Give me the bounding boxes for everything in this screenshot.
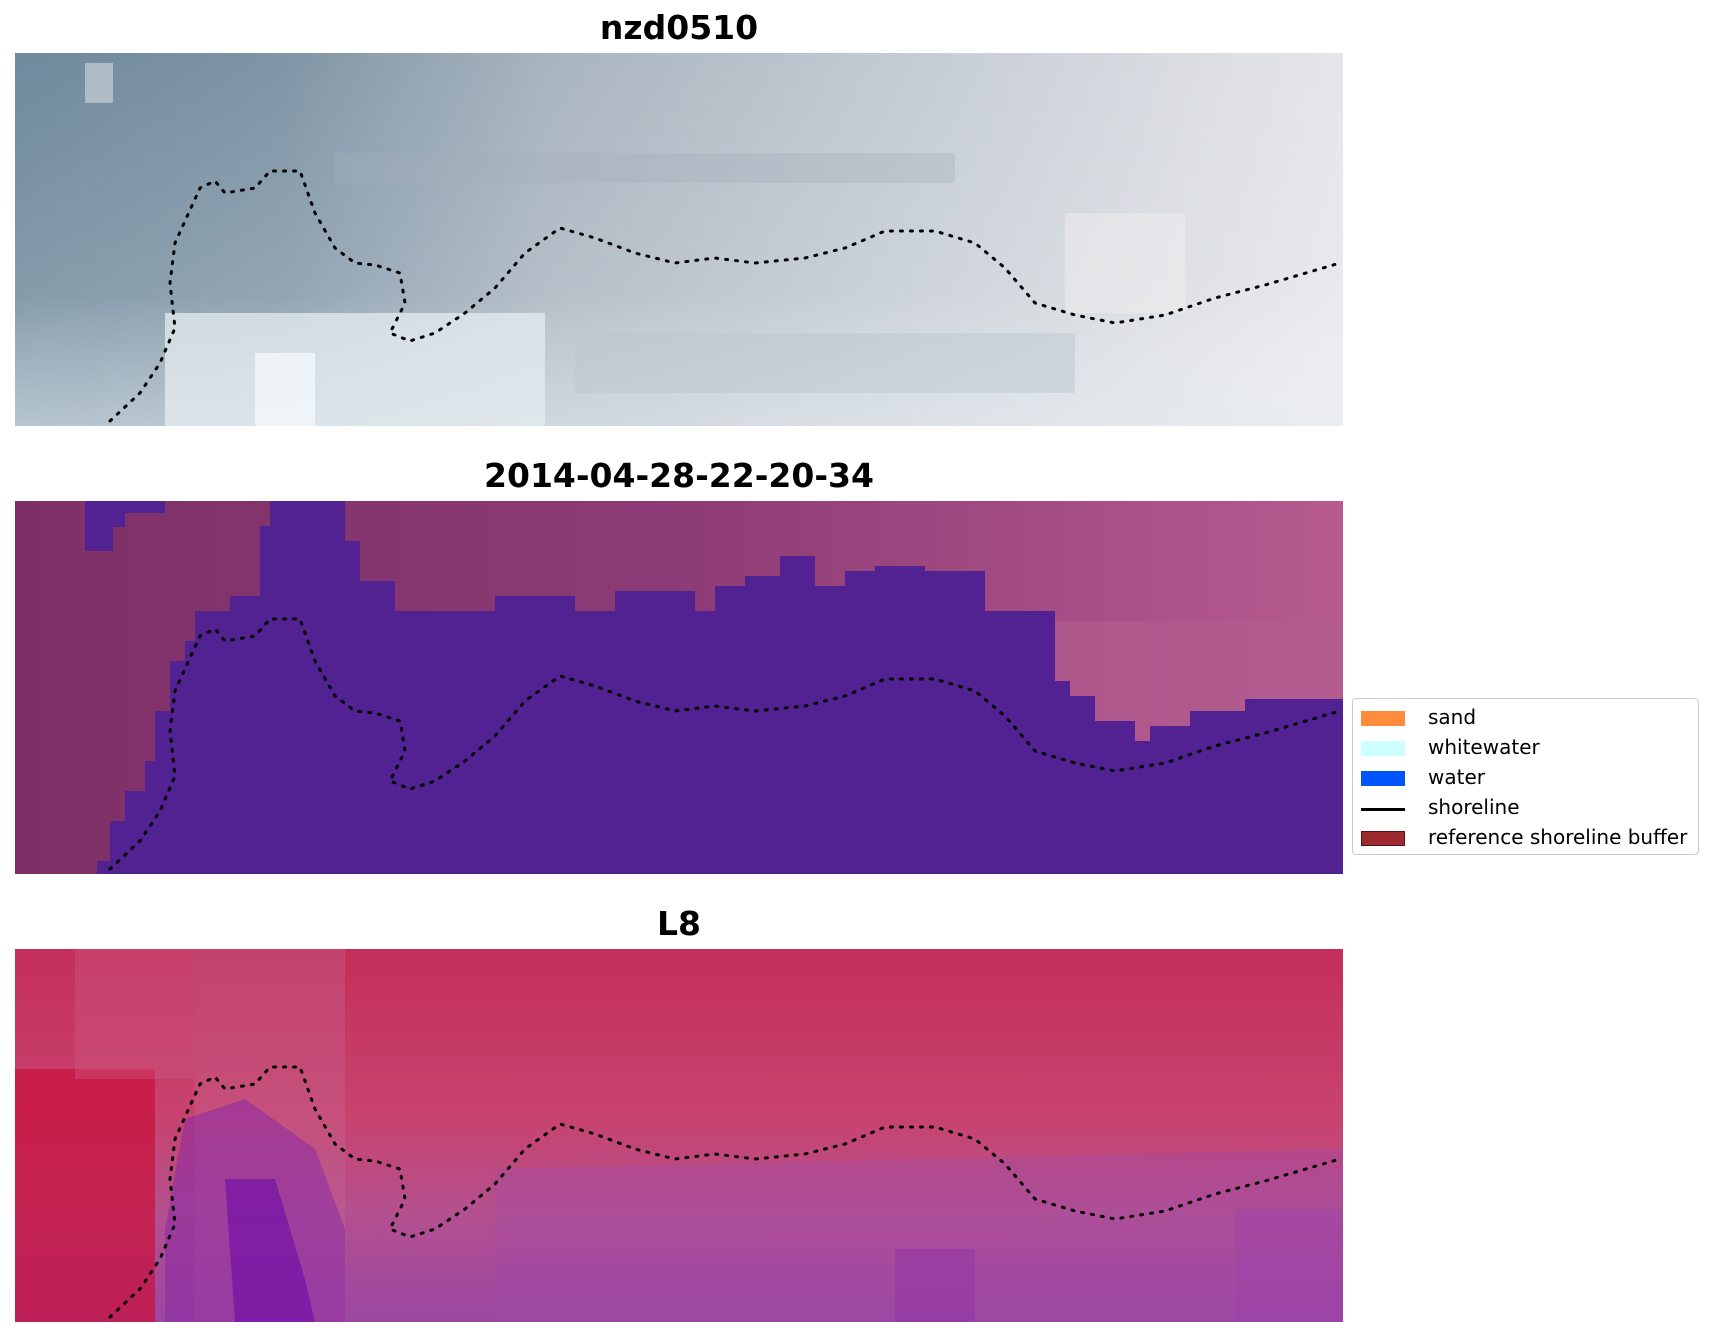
classified-image — [15, 501, 1343, 874]
shoreline-line-icon — [1361, 808, 1405, 811]
sand-swatch — [1361, 711, 1405, 726]
legend-item-shoreline: shoreline — [1361, 793, 1696, 821]
panel-title-rgb: nzd0510 — [599, 8, 759, 47]
legend-label: whitewater — [1428, 735, 1540, 759]
legend-label: sand — [1428, 705, 1477, 729]
water-mask — [15, 501, 1343, 874]
legend-item-water: water — [1361, 763, 1696, 791]
rgb-satellite-image — [15, 53, 1343, 426]
water-swatch — [1361, 771, 1405, 786]
legend-label: water — [1428, 765, 1485, 789]
panel-title-l8: L8 — [657, 904, 701, 943]
shoreline-dotted — [108, 617, 1342, 871]
shoreline-dotted — [108, 169, 1342, 423]
legend-item-sand: sand — [1361, 703, 1696, 731]
legend-item-whitewater: whitewater — [1361, 733, 1696, 761]
legend: sand whitewater water shoreline referenc… — [1352, 698, 1699, 855]
legend-label: shoreline — [1428, 795, 1520, 819]
legend-label: reference shoreline buffer — [1428, 825, 1688, 849]
shoreline-dotted — [108, 1065, 1342, 1319]
legend-item-buffer: reference shoreline buffer — [1361, 823, 1696, 851]
buffer-swatch — [1361, 831, 1405, 846]
panel-title-classified: 2014-04-28-22-20-34 — [484, 456, 874, 495]
mndwi-image — [15, 949, 1343, 1322]
whitewater-swatch — [1361, 741, 1405, 756]
